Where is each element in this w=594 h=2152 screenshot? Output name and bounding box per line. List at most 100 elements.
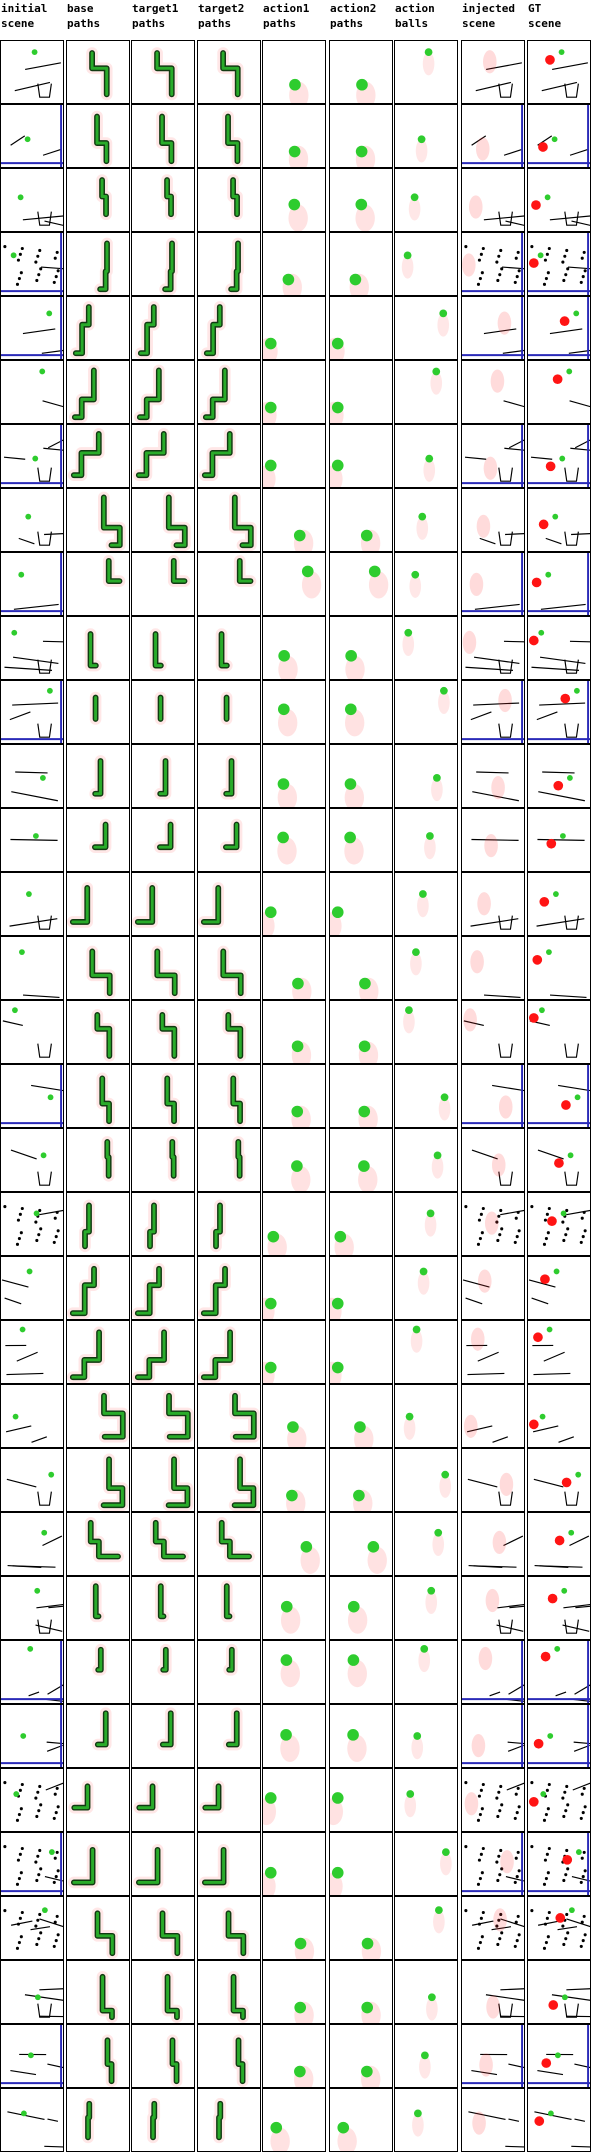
cell-target1-row-9 [131, 552, 195, 616]
ball-glow [418, 1648, 431, 1673]
path-highlight [226, 115, 239, 163]
ball-glow [403, 1010, 415, 1034]
action-ball-icon [427, 1586, 436, 1595]
wall-segment [42, 1535, 63, 1547]
bin-icon [37, 723, 52, 738]
obstacle-dot [479, 252, 483, 256]
column-header-target1: target1 paths [132, 2, 179, 30]
path-highlight [100, 1076, 111, 1123]
path-highlight [202, 1330, 232, 1379]
bin-icon [564, 659, 579, 674]
action-glow [330, 1797, 344, 1826]
green-ball-icon [47, 1094, 54, 1101]
obstacle-dot [562, 1942, 566, 1947]
wall-segment [471, 2069, 498, 2076]
cell-target1-row-28 [131, 1768, 195, 1832]
cell-gt-row-31 [527, 1960, 591, 2024]
cell-target1-row-19 [131, 1192, 195, 1256]
wall-segment [568, 266, 590, 270]
wall-segment [558, 1084, 590, 1092]
cell-canvas [528, 553, 590, 615]
green-ball-icon [19, 949, 25, 956]
green-ball-icon [25, 513, 32, 520]
path-highlight [238, 559, 252, 583]
cell-action2-row-13 [329, 808, 393, 872]
cell-canvas [154, 755, 172, 800]
cell-canvas [1, 1641, 63, 1703]
obstacle-dot [565, 1784, 569, 1788]
action-ball [368, 565, 381, 578]
action-ball [347, 1729, 359, 1741]
obstacle-dot [37, 1809, 41, 1813]
obstacle-dot [17, 1236, 21, 1241]
obstacle-dot [545, 1852, 549, 1856]
obstacle-dot [19, 1807, 23, 1811]
path-highlight [160, 115, 173, 163]
obstacle-dot [546, 1871, 550, 1875]
obstacle-dot [38, 1848, 42, 1852]
bin-icon [564, 1619, 579, 1634]
wall-segment [39, 1988, 63, 1991]
action-ball-icon [441, 1848, 450, 1856]
cell-canvas [147, 2097, 161, 2144]
obstacle-dot [39, 1931, 43, 1935]
cell-base-row-6 [66, 360, 130, 424]
cell-balls-row-1 [394, 40, 458, 104]
cell-balls-row-31 [394, 1960, 458, 2024]
path-trace [159, 1012, 178, 1059]
red-ball-icon [560, 693, 571, 704]
obstacle-dot [478, 1940, 482, 1945]
cell-action2-row-1 [329, 40, 393, 104]
cell-target1-row-24 [131, 1512, 195, 1576]
cell-target1-row-7 [131, 424, 195, 488]
cell-canvas [89, 818, 112, 853]
obstacle-dot [580, 1920, 584, 1924]
red-ball-icon [532, 955, 543, 965]
cell-initial-row-32 [0, 2024, 64, 2088]
cell-injected-row-16 [461, 1000, 525, 1064]
wall-segment [47, 2063, 63, 2069]
path-highlight [89, 632, 98, 667]
cell-canvas [101, 1136, 115, 1182]
cell-canvas [151, 47, 178, 101]
cell-action2-row-25 [329, 1576, 393, 1640]
bin-icon [37, 659, 52, 674]
obstacle-dot [545, 1212, 549, 1216]
obstacle-dot [497, 1918, 501, 1922]
green-ball-icon [546, 949, 552, 956]
path-highlight [233, 495, 253, 547]
obstacle-dot [579, 1240, 583, 1244]
action-ball-icon [426, 832, 434, 840]
cell-canvas [225, 237, 244, 295]
cell-target1-row-22 [131, 1384, 195, 1448]
obstacle-dot [566, 267, 570, 271]
path-highlight [170, 1140, 176, 1178]
cell-canvas [412, 2109, 424, 2137]
cell-initial-row-6 [0, 360, 64, 424]
obstacle-dot [480, 1807, 484, 1811]
obstacle-dot [496, 1238, 500, 1243]
wall-segment [505, 1876, 524, 1882]
cell-balls-row-10 [394, 616, 458, 680]
obstacle-dot [35, 1238, 39, 1243]
path-trace [231, 494, 254, 549]
cell-canvas [464, 1781, 524, 1822]
cell-action1-row-6 [262, 360, 326, 424]
action-ball-icon [406, 1790, 415, 1798]
red-ball-icon [538, 142, 548, 152]
green-ball-icon [17, 194, 24, 201]
obstacle-dot [514, 1856, 518, 1860]
wall-segment [10, 1920, 33, 1926]
ball-glow [425, 1590, 438, 1615]
path-highlight [137, 1784, 154, 1810]
ball-glow [432, 1532, 445, 1556]
ball-glow [416, 516, 429, 540]
path-highlight [74, 305, 91, 355]
wall-segment [36, 1604, 63, 1609]
wall-segment [7, 2111, 45, 2120]
cell-canvas [531, 194, 590, 226]
cell-canvas [133, 1844, 164, 1889]
cell-canvas [280, 1654, 300, 1688]
cell-target2-row-8 [197, 488, 261, 552]
cell-canvas [528, 105, 590, 167]
